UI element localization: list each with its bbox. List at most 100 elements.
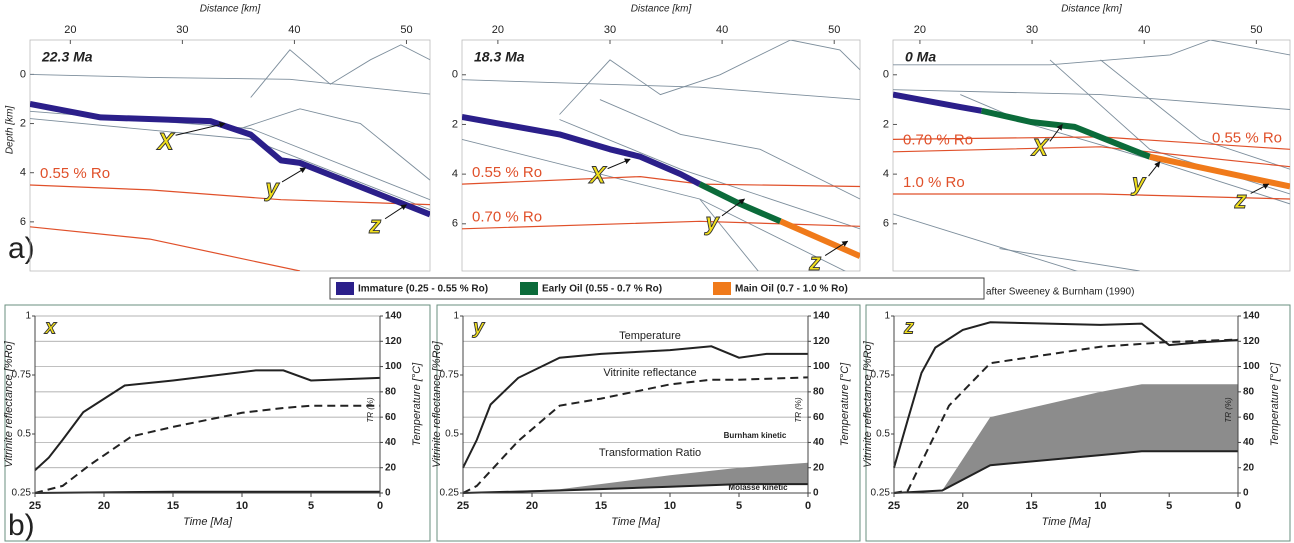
y-tick-label: 0.25 <box>440 488 460 499</box>
section-plot <box>893 40 1290 271</box>
annotation: Transformation Ratio <box>599 447 701 459</box>
series-line <box>34 369 381 471</box>
marker-label: z <box>368 212 381 239</box>
thrust-line <box>960 94 1290 205</box>
x-tick-label: 10 <box>664 500 676 512</box>
y-tick-label: 2 <box>20 117 26 129</box>
y-tick-label: 0.5 <box>876 429 890 440</box>
y-tick-label: 0.75 <box>871 370 891 381</box>
marker-label: X <box>156 129 176 156</box>
y2-tick-label: 120 <box>813 336 830 347</box>
panel-age: 18.3 Ma <box>474 49 525 65</box>
y-tick-label: 1 <box>25 311 31 322</box>
series-label: Temperature <box>619 330 681 342</box>
tr-axis-label: TR (%) <box>1224 397 1233 423</box>
y2-tick-label: 40 <box>385 437 397 448</box>
y2-tick-label: 20 <box>1243 462 1255 473</box>
panel-label: b) <box>8 509 35 542</box>
y2-tick-label: 40 <box>813 437 825 448</box>
marker-label: X <box>1030 135 1050 162</box>
y-axis-title: Vitrinite reflectance [%Ro] <box>862 340 874 467</box>
y-axis-title: Depth [km] <box>5 106 16 155</box>
legend-label: Early Oil (0.55 - 0.7 % Ro) <box>542 284 662 295</box>
x-tick-label: 50 <box>828 24 840 36</box>
panel-marker: y <box>472 316 485 338</box>
y-tick-label: 4 <box>883 168 889 180</box>
y-tick-label: 0 <box>452 69 458 81</box>
y-tick-label: 4 <box>452 168 458 180</box>
y-tick-label: 6 <box>452 218 458 230</box>
y2-tick-label: 60 <box>1243 412 1255 423</box>
tr-axis-label: TR (%) <box>366 397 375 423</box>
x-tick-label: 15 <box>167 500 179 512</box>
marker-arrow <box>721 198 746 217</box>
y2-tick-label: 100 <box>385 361 402 372</box>
plot-frame <box>29 39 431 272</box>
series-line <box>893 450 1238 494</box>
ro-isoline <box>893 193 1290 200</box>
y2-tick-label: 80 <box>385 386 397 397</box>
isoline-label: 0.55 % Ro <box>40 165 110 182</box>
thrust-line <box>999 248 1140 271</box>
y-axis-title: Vitrinite reflectance [%Ro] <box>431 340 443 467</box>
series-label: Burnham kinetic <box>724 431 787 440</box>
isoline-label: 0.55 % Ro <box>1212 129 1282 146</box>
plot-frame <box>461 39 861 272</box>
marker-label: z <box>1234 187 1247 214</box>
y-tick-label: 1 <box>884 311 890 322</box>
y2-axis-title: Temperature [°C] <box>1269 362 1281 446</box>
y2-tick-label: 80 <box>813 386 825 397</box>
x-tick-label: 20 <box>64 24 76 36</box>
x-tick-label: 0 <box>1235 500 1241 512</box>
y-tick-label: 0.25 <box>12 488 32 499</box>
marker-arrow <box>175 121 226 136</box>
thrust-line <box>699 198 759 271</box>
x-tick-label: 5 <box>308 500 314 512</box>
thrust-line <box>559 119 860 230</box>
x-axis-title: Time [Ma] <box>611 516 661 528</box>
marker-label: z <box>808 249 821 276</box>
x-tick-label: 5 <box>1166 500 1172 512</box>
legend-label: Main Oil (0.7 - 1.0 % Ro) <box>735 284 848 295</box>
marker-label: y <box>264 175 280 202</box>
y-tick-label: 0.75 <box>12 370 32 381</box>
panel-marker: x <box>44 316 57 338</box>
y2-tick-label: 100 <box>1243 361 1260 372</box>
x-tick-label: 40 <box>716 24 728 36</box>
ro-isoline <box>893 146 1290 168</box>
legend-box <box>329 277 985 300</box>
source-layer <box>893 91 983 114</box>
ro-isoline <box>462 220 860 230</box>
x-axis-title: Time [Ma] <box>1042 516 1092 528</box>
x-tick-label: 30 <box>1026 24 1038 36</box>
x-tick-label: 25 <box>888 500 900 512</box>
marker-arrow <box>1148 161 1161 177</box>
x-tick-label: 15 <box>1025 500 1037 512</box>
panel-frame <box>865 304 1291 542</box>
y2-tick-label: 40 <box>1243 437 1255 448</box>
tr-axis-label: TR (%) <box>794 397 803 423</box>
x-tick-label: 15 <box>595 500 607 512</box>
y2-axis-title: Temperature [°C] <box>839 362 851 446</box>
y2-tick-label: 120 <box>385 336 402 347</box>
series-line <box>34 404 380 494</box>
thrust-line <box>30 73 430 95</box>
x-tick-label: 10 <box>236 500 248 512</box>
x-tick-label: 30 <box>176 24 188 36</box>
y-tick-label: 4 <box>20 167 26 179</box>
y-tick-label: 2 <box>883 118 889 130</box>
ro-isoline <box>462 175 860 188</box>
y-tick-label: 0.75 <box>440 370 460 381</box>
area-mask <box>894 451 1238 493</box>
source-layer <box>30 100 430 218</box>
x-tick-label: 50 <box>400 24 412 36</box>
y2-tick-label: 100 <box>813 361 830 372</box>
x-tick-label: 50 <box>1250 24 1262 36</box>
marker-arrow <box>1049 123 1063 142</box>
thrust-line <box>462 79 860 101</box>
y2-tick-label: 140 <box>1243 311 1260 322</box>
source-layer <box>1149 153 1290 190</box>
x-axis-title: Time [Ma] <box>183 516 233 528</box>
